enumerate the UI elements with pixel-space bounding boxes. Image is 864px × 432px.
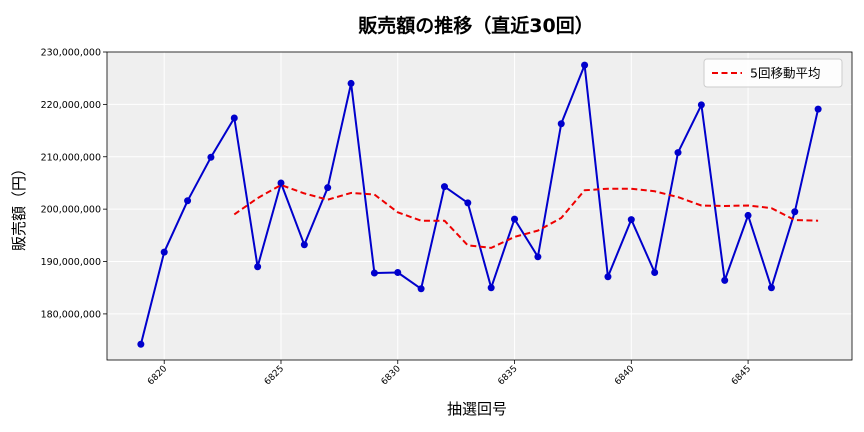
chart-title: 販売額の推移（直近30回） [358, 14, 593, 37]
sales-data-point [324, 184, 332, 192]
sales-data-point [137, 340, 145, 348]
sales-data-point [791, 208, 799, 216]
sales-data-point [674, 149, 682, 157]
y-tick-label: 190,000,000 [41, 257, 101, 268]
y-axis-label: 販売額（円） [10, 161, 28, 251]
sales-data-point [534, 253, 542, 261]
sales-data-point [160, 248, 168, 256]
sales-data-point [417, 285, 425, 293]
sales-data-point [697, 101, 705, 109]
sales-data-point [581, 61, 589, 69]
sales-data-point [464, 199, 472, 207]
sales-data-point [557, 120, 565, 128]
x-tick-label: 6840 [613, 364, 636, 387]
sales-data-point [814, 105, 822, 113]
x-tick-label: 6820 [146, 364, 169, 387]
sales-data-point [440, 183, 448, 191]
sales-data-point [511, 215, 519, 223]
sales-data-point [394, 269, 402, 277]
sales-data-point [184, 197, 192, 205]
sales-data-point [370, 269, 378, 277]
sales-series-line [139, 64, 820, 345]
sales-data-point [721, 276, 729, 284]
sales-data-point [347, 79, 355, 87]
sales-data-point [651, 269, 659, 277]
legend-label-moving-average: 5回移動平均 [750, 66, 820, 81]
y-tick-label: 210,000,000 [41, 152, 101, 163]
sales-data-point [300, 241, 308, 249]
x-tick-label: 6825 [263, 364, 286, 387]
sales-data-point [487, 284, 495, 292]
y-tick-label: 200,000,000 [41, 205, 101, 216]
legend-box [703, 58, 843, 88]
y-tick-label: 220,000,000 [41, 100, 101, 111]
moving-average-line [233, 184, 819, 249]
sales-data-point [767, 284, 775, 292]
sales-data-point [254, 263, 262, 271]
sales-data-point [744, 211, 752, 219]
sales-data-point [627, 216, 635, 224]
x-tick-label: 6845 [730, 364, 753, 387]
x-tick-label: 6835 [496, 364, 519, 387]
x-tick-label: 6830 [380, 364, 403, 387]
x-axis-label: 抽選回号 [447, 400, 507, 418]
sales-data-point [604, 273, 612, 281]
y-tick-label: 230,000,000 [41, 48, 101, 59]
y-tick-label: 180,000,000 [41, 309, 101, 320]
plot-frame [106, 51, 853, 361]
sales-data-point [207, 153, 215, 161]
sales-data-point [277, 179, 285, 187]
sales-data-point [230, 114, 238, 122]
